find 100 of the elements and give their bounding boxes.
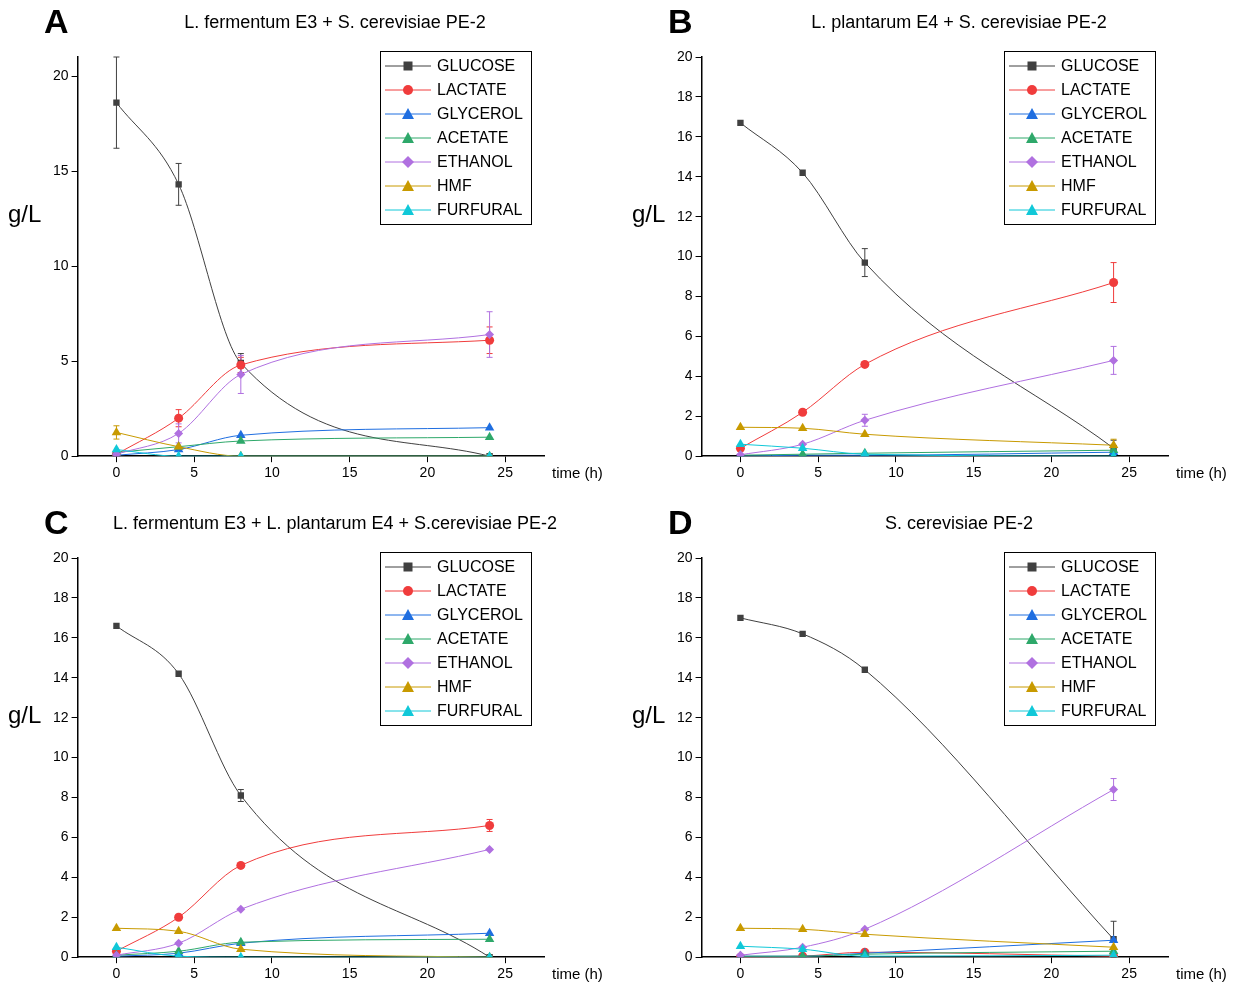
legend-label: FURFURAL (437, 201, 523, 219)
x-axis-title: time (h) (1176, 464, 1227, 482)
x-tick-label: 15 (341, 965, 358, 982)
chart-title: L. plantarum E4 + S. cerevisiae PE-2 (810, 12, 1108, 33)
legend-label: GLUCOSE (437, 558, 516, 576)
y-tick-label: 0 (684, 948, 693, 965)
x-tick-label: 20 (419, 464, 436, 481)
y-tick-label: 2 (60, 908, 69, 925)
y-tick-label: 12 (676, 207, 693, 224)
x-tick-label: 5 (814, 965, 823, 982)
y-tick-label: 0 (684, 447, 693, 464)
y-axis-title: g/L (8, 200, 42, 228)
y-tick-label: 6 (684, 828, 693, 845)
x-tick-label: 10 (264, 965, 280, 982)
y-tick-label: 14 (52, 668, 69, 685)
text: D (668, 503, 693, 542)
legend-label: ACETATE (437, 129, 509, 147)
y-tick-label: 14 (676, 668, 693, 685)
y-tick-label: 16 (52, 628, 69, 645)
x-axis-title: time (h) (552, 965, 603, 983)
x-tick-label: 25 (1121, 464, 1138, 481)
x-tick-label: 20 (1043, 965, 1060, 982)
y-tick-label: 5 (60, 352, 69, 369)
y-axis-title: g/L (8, 701, 42, 729)
x-tick-label: 15 (341, 464, 358, 481)
chart-title: L. fermentum E3 + S. cerevisiae PE-2 (183, 12, 487, 33)
y-tick-label: 4 (684, 868, 693, 885)
x-tick-label: 15 (965, 965, 982, 982)
x-tick-label: 10 (888, 965, 904, 982)
y-tick-label: 4 (684, 367, 693, 384)
legend-label: GLYCEROL (1061, 606, 1147, 624)
x-tick-label: 10 (888, 464, 904, 481)
y-tick-label: 8 (60, 788, 69, 805)
x-tick-label: 5 (190, 965, 199, 982)
y-tick-label: 0 (60, 447, 69, 464)
legend-label: ACETATE (1061, 129, 1133, 147)
legend-label: FURFURAL (1061, 702, 1147, 720)
chart-title: S. cerevisiae PE-2 (883, 513, 1035, 534)
x-tick-label: 20 (419, 965, 436, 982)
legend-label: ETHANOL (437, 153, 513, 171)
y-tick-label: 0 (60, 948, 69, 965)
x-tick-label: 5 (190, 464, 199, 481)
text: A (44, 2, 69, 41)
legend-label: GLUCOSE (437, 57, 516, 75)
y-tick-label: 6 (60, 828, 69, 845)
y-tick-label: 20 (676, 548, 693, 565)
legend-label: GLUCOSE (1061, 558, 1140, 576)
y-tick-label: 4 (60, 868, 69, 885)
legend-label: GLYCEROL (437, 105, 523, 123)
text: B (668, 2, 693, 41)
x-axis-title: time (h) (1176, 965, 1227, 983)
legend-label: ETHANOL (437, 654, 513, 672)
legend-label: ACETATE (1061, 630, 1133, 648)
y-tick-label: 16 (676, 127, 693, 144)
x-tick-label: 25 (497, 464, 514, 481)
x-tick-label: 10 (264, 464, 280, 481)
y-tick-label: 10 (676, 748, 693, 765)
y-tick-label: 10 (676, 247, 693, 264)
y-tick-label: 18 (52, 588, 69, 605)
y-tick-label: 8 (684, 287, 693, 304)
x-tick-label: 20 (1043, 464, 1060, 481)
y-tick-label: 10 (52, 748, 69, 765)
y-tick-label: 12 (52, 708, 69, 725)
legend-label: LACTATE (437, 582, 507, 600)
y-axis-title: g/L (632, 200, 666, 228)
legend-label: LACTATE (1061, 81, 1131, 99)
x-tick-label: 0 (112, 464, 121, 481)
y-axis-title: g/L (632, 701, 666, 729)
y-tick-label: 20 (676, 47, 693, 64)
legend-label: GLUCOSE (1061, 57, 1140, 75)
y-tick-label: 2 (684, 908, 693, 925)
y-tick-label: 15 (52, 161, 69, 178)
y-tick-label: 8 (684, 788, 693, 805)
y-tick-label: 16 (676, 628, 693, 645)
legend-label: HMF (1061, 177, 1096, 195)
chart-title: L. fermentum E3 + L. plantarum E4 + S.cerevisiae PE-2 (111, 513, 559, 534)
x-axis-title: time (h) (552, 464, 603, 482)
y-tick-label: 2 (684, 407, 693, 424)
legend-label: ETHANOL (1061, 153, 1137, 171)
legend-label: GLYCEROL (437, 606, 523, 624)
legend-label: GLYCEROL (1061, 105, 1147, 123)
x-tick-label: 5 (814, 464, 823, 481)
x-tick-label: 0 (112, 965, 121, 982)
legend-label: HMF (1061, 678, 1096, 696)
y-tick-label: 14 (676, 167, 693, 184)
legend-label: LACTATE (437, 81, 507, 99)
y-tick-label: 6 (684, 327, 693, 344)
y-tick-label: 20 (52, 66, 69, 83)
x-tick-label: 0 (736, 464, 745, 481)
y-tick-label: 18 (676, 87, 693, 104)
legend-label: LACTATE (1061, 582, 1131, 600)
legend-label: HMF (437, 678, 472, 696)
y-tick-label: 12 (676, 708, 693, 725)
y-tick-label: 20 (52, 548, 69, 565)
legend-label: ETHANOL (1061, 654, 1137, 672)
x-tick-label: 25 (1121, 965, 1138, 982)
legend-label: FURFURAL (1061, 201, 1147, 219)
y-tick-label: 18 (676, 588, 693, 605)
x-tick-label: 15 (965, 464, 982, 481)
text: C (44, 503, 69, 542)
